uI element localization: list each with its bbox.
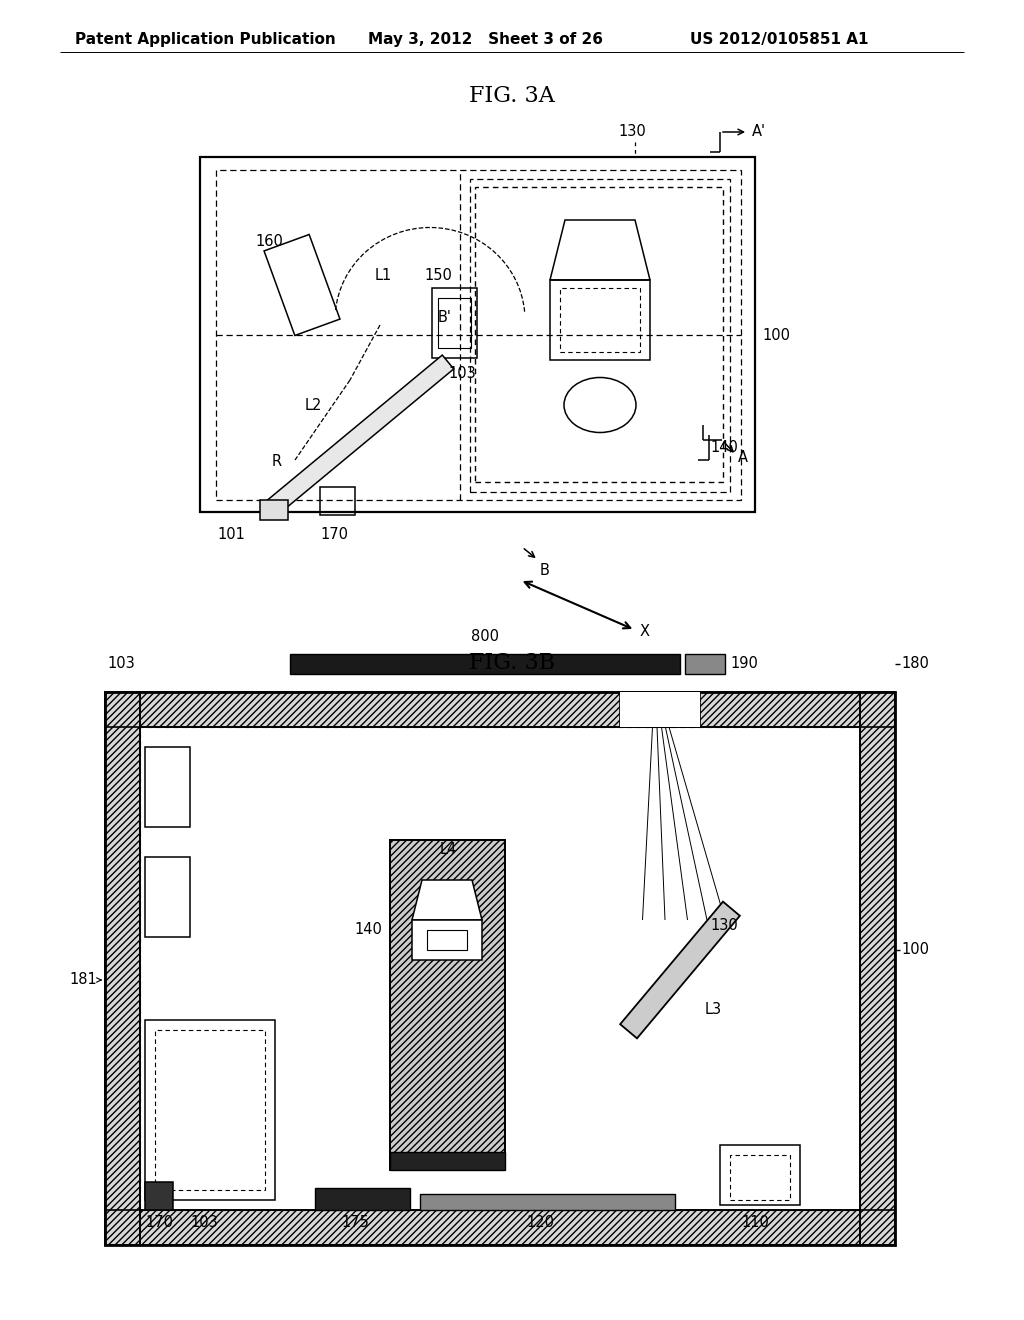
Bar: [438, 298, 471, 348]
Bar: [105, 692, 140, 1245]
Bar: [685, 653, 725, 675]
Bar: [105, 692, 895, 727]
Bar: [470, 180, 730, 492]
Polygon shape: [621, 902, 740, 1039]
Bar: [145, 857, 190, 937]
Bar: [105, 1210, 895, 1245]
Text: 100: 100: [901, 942, 929, 957]
Bar: [427, 931, 467, 950]
Bar: [620, 692, 700, 727]
Bar: [560, 288, 640, 352]
Text: FIG. 3B: FIG. 3B: [469, 652, 555, 675]
Bar: [105, 692, 895, 727]
Text: US 2012/0105851 A1: US 2012/0105851 A1: [690, 32, 868, 48]
Bar: [720, 1144, 800, 1205]
Bar: [412, 920, 482, 960]
Bar: [315, 1188, 410, 1210]
Text: L3: L3: [705, 1002, 722, 1018]
Text: 170: 170: [145, 1214, 173, 1230]
Polygon shape: [412, 880, 482, 920]
Bar: [145, 1020, 275, 1200]
Text: B: B: [540, 564, 550, 578]
Text: May 3, 2012   Sheet 3 of 26: May 3, 2012 Sheet 3 of 26: [368, 32, 603, 48]
Text: 103: 103: [449, 367, 476, 381]
Bar: [105, 692, 140, 1245]
Bar: [105, 692, 895, 1245]
Bar: [260, 500, 288, 520]
Text: 100: 100: [762, 327, 790, 342]
Text: 800: 800: [471, 630, 499, 644]
Text: 190: 190: [730, 656, 758, 672]
Text: 103: 103: [106, 656, 135, 672]
Bar: [860, 692, 895, 1245]
Text: 160: 160: [255, 235, 283, 249]
Bar: [432, 288, 477, 358]
Bar: [155, 1030, 265, 1191]
Bar: [105, 1210, 895, 1245]
Bar: [290, 653, 680, 675]
Bar: [390, 840, 505, 1170]
Text: FIG. 3A: FIG. 3A: [469, 84, 555, 107]
Text: 150: 150: [424, 268, 452, 284]
Text: L1: L1: [375, 268, 392, 282]
Text: R: R: [272, 454, 283, 470]
Text: A': A': [752, 124, 766, 140]
Bar: [860, 692, 895, 1245]
Text: 140: 140: [710, 441, 738, 455]
Text: L4: L4: [440, 842, 458, 858]
Text: 130: 130: [710, 917, 737, 932]
Bar: [145, 1181, 173, 1210]
Bar: [550, 280, 650, 360]
Bar: [200, 157, 755, 512]
Text: 110: 110: [741, 1214, 769, 1230]
Bar: [319, 487, 355, 515]
Text: 120: 120: [526, 1214, 554, 1230]
Bar: [145, 747, 190, 828]
Text: X: X: [640, 624, 650, 639]
Text: 181: 181: [70, 973, 97, 987]
Bar: [390, 1152, 505, 1170]
Text: 103: 103: [190, 1214, 218, 1230]
Text: Patent Application Publication: Patent Application Publication: [75, 32, 336, 48]
Text: A: A: [738, 450, 748, 466]
Text: 170: 170: [319, 527, 348, 543]
Bar: [216, 170, 741, 500]
Bar: [730, 1155, 790, 1200]
Bar: [475, 187, 723, 482]
Text: 140: 140: [354, 923, 382, 937]
Text: 180: 180: [901, 656, 929, 672]
Text: 101: 101: [217, 527, 245, 543]
Polygon shape: [266, 355, 454, 515]
Bar: [390, 840, 505, 1170]
Bar: [140, 727, 860, 1210]
Text: 130: 130: [618, 124, 646, 140]
Text: 175: 175: [341, 1214, 369, 1230]
Bar: [420, 1195, 675, 1210]
Text: B': B': [438, 310, 452, 326]
Text: L2: L2: [305, 397, 323, 412]
